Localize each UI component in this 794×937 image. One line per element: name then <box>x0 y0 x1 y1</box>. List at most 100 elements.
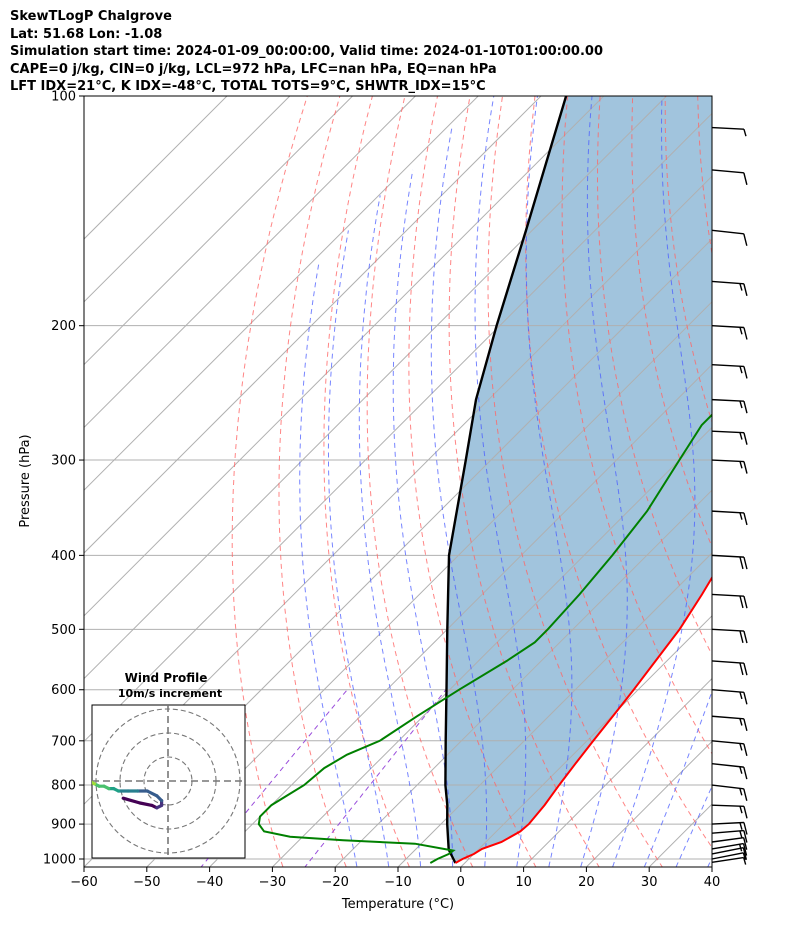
dry-adiabat-line <box>596 96 712 656</box>
wind-barb <box>711 628 748 644</box>
barb-flag <box>739 556 744 570</box>
isotherm-line <box>84 96 479 491</box>
y-tick-label: 300 <box>51 454 76 469</box>
isotherm-line <box>84 96 228 240</box>
y-tick-label: 900 <box>51 818 76 833</box>
barb-half-flag <box>739 743 743 751</box>
barb-flag <box>743 806 748 819</box>
moist-adiabat-line <box>474 96 527 867</box>
barb-flag <box>743 233 748 246</box>
wind-barb <box>711 229 748 246</box>
isotherm-line <box>585 740 712 867</box>
wind-barb <box>711 510 748 526</box>
barb-half-flag <box>739 432 743 440</box>
isotherm-line <box>522 677 712 867</box>
isotherm-line <box>271 426 712 867</box>
barb-staff <box>711 836 744 843</box>
barb-flag <box>743 401 748 414</box>
isotherm-line <box>334 489 712 867</box>
barb-flag <box>743 172 748 185</box>
wind-barb <box>711 169 748 185</box>
cin-fill-layer <box>445 96 712 863</box>
x-tick-label: −20 <box>321 875 348 890</box>
y-tick-label: 700 <box>51 734 76 749</box>
wind-barb <box>711 740 748 757</box>
isotherm-line <box>460 615 712 867</box>
indices-line: LFT IDX=21°C, K IDX=-48°C, TOTAL TOTS=9°… <box>10 79 486 94</box>
dry-adiabat-line <box>278 96 347 867</box>
barb-staff <box>711 169 744 174</box>
y-tick-label: 1000 <box>43 853 76 868</box>
barb-flag <box>743 692 748 705</box>
isotherm-line <box>84 96 416 429</box>
profile-lines <box>257 96 712 864</box>
barb-half-flag <box>739 327 743 335</box>
barb-staff <box>711 829 744 834</box>
barb-staff <box>711 126 744 130</box>
x-tick-label: 30 <box>641 875 658 890</box>
wind-barb <box>711 829 748 843</box>
barb-half-flag <box>738 844 743 852</box>
barb-staff <box>711 821 744 825</box>
wind-barb <box>711 821 748 835</box>
barb-flag <box>743 432 748 445</box>
hodograph-inset: Wind Profile 10m/s increment <box>91 671 246 859</box>
wind-barb <box>711 715 748 731</box>
wind-barb <box>711 852 747 860</box>
isotherm-line <box>397 552 712 867</box>
barb-flag <box>743 837 748 850</box>
isotherm-line <box>711 866 712 867</box>
x-tick-label: −40 <box>196 875 223 890</box>
wind-barb <box>711 398 748 414</box>
barb-half-flag <box>739 788 743 796</box>
isotherm-line <box>146 301 712 867</box>
dry-adiabat-line <box>730 96 794 875</box>
barb-staff <box>711 852 744 860</box>
isotherm-line <box>84 96 667 680</box>
barb-staff <box>711 593 744 597</box>
barb-flag <box>743 630 748 644</box>
dry-adiabat-line <box>487 96 663 867</box>
hodograph-title: Wind Profile <box>125 671 208 685</box>
barb-half-flag <box>739 512 743 520</box>
x-tick-label: −60 <box>70 875 97 890</box>
x-tick-label: 20 <box>578 875 595 890</box>
barb-half-flag <box>739 830 743 839</box>
barb-staff <box>711 430 744 434</box>
barb-flag <box>739 630 744 644</box>
moist-adiabat-line <box>299 261 358 867</box>
isotherm-line <box>84 96 291 303</box>
moist-adiabat-line <box>643 689 712 867</box>
barb-staff <box>711 628 744 632</box>
x-tick-label: 10 <box>515 875 532 890</box>
barb-flag <box>743 366 748 379</box>
barb-flag <box>743 788 748 801</box>
dewpoint-profile-line <box>257 413 712 864</box>
barb-staff <box>711 229 744 235</box>
barb-staff <box>711 715 744 720</box>
wind-barb <box>711 593 748 609</box>
barb-flag <box>743 663 748 676</box>
wind-barb <box>711 836 748 850</box>
reference-lines <box>200 96 794 875</box>
barb-half-flag <box>739 766 743 774</box>
barb-staff <box>711 398 744 402</box>
wind-barb <box>711 660 748 676</box>
wind-barb <box>711 784 748 801</box>
isotherm-line <box>767 96 794 875</box>
y-tick-label: 100 <box>51 90 76 105</box>
y-tick-label: 800 <box>51 779 76 794</box>
hodograph-body <box>92 705 245 858</box>
x-axis-label: Temperature (°C) <box>341 897 454 912</box>
barb-staff <box>711 740 744 745</box>
axes: −60 −50 −40 −30 −20 −10 0 10 20 30 40 1000 900 800 700… <box>43 90 720 891</box>
parcel-profile-line <box>444 96 568 864</box>
barb-half-flag <box>739 400 743 409</box>
wind-barb <box>711 689 748 705</box>
isotherm-line <box>84 96 353 366</box>
barb-flag <box>743 822 748 835</box>
mixing-ratio-line <box>304 689 447 867</box>
x-tick-label: −50 <box>133 875 160 890</box>
barb-half-flag <box>743 128 747 137</box>
x-tick-label: 0 <box>457 875 465 890</box>
